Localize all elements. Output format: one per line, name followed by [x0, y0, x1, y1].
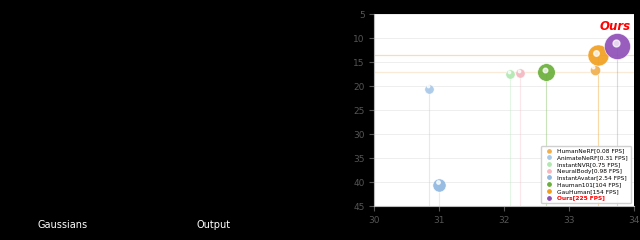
Point — [434, 183, 444, 187]
Point — [433, 180, 443, 184]
Y-axis label: LPIPS*: LPIPS* — [338, 94, 348, 127]
Point — [611, 41, 621, 45]
Text: Output: Output — [196, 220, 230, 230]
Text: Gaussians: Gaussians — [38, 220, 88, 230]
Point — [423, 84, 433, 88]
Point — [424, 87, 435, 91]
X-axis label: PSNR: PSNR — [488, 231, 520, 240]
Point — [588, 65, 598, 69]
Point — [540, 68, 550, 72]
Point — [591, 51, 602, 55]
Point — [589, 68, 600, 72]
Point — [513, 69, 524, 72]
Point — [612, 44, 623, 48]
Point — [541, 70, 551, 74]
Text: Ours: Ours — [600, 20, 631, 33]
Point — [506, 72, 516, 76]
Point — [515, 71, 525, 75]
Legend: HumanNeRF[0.08 FPS], AnimateNeRF[0.31 FPS], InstantNVR[0.75 FPS], NeuralBody[0.9: HumanNeRF[0.08 FPS], AnimateNeRF[0.31 FP… — [541, 145, 630, 204]
Point — [593, 53, 603, 57]
Point — [504, 70, 514, 74]
